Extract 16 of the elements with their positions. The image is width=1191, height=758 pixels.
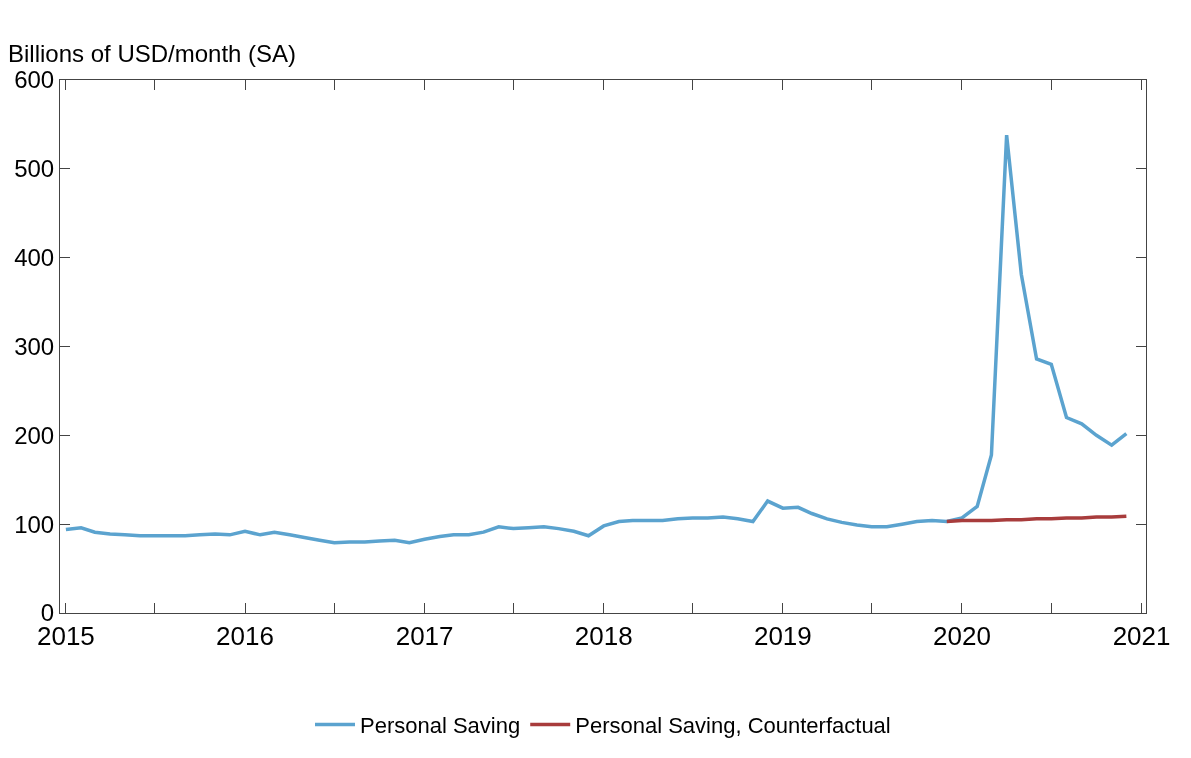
line-series xyxy=(64,133,1129,545)
legend-label: Personal Saving xyxy=(360,712,521,738)
y-tick-label: 300 xyxy=(14,332,55,360)
y-tick-label: 600 xyxy=(14,66,55,94)
y-tick-label: 100 xyxy=(14,510,55,538)
x-tick-label: 2020 xyxy=(933,621,991,652)
x-tick-label: 2016 xyxy=(216,621,274,652)
x-tick-label: 2017 xyxy=(395,621,454,652)
y-tick-label: 500 xyxy=(14,155,55,183)
x-tick-label: 2021 xyxy=(1112,621,1171,652)
y-tick-label: 200 xyxy=(14,421,55,449)
x-tick-label: 2019 xyxy=(753,621,812,652)
y-axis-title: Billions of USD/month (SA) xyxy=(8,40,297,67)
x-tick-label: 2018 xyxy=(574,621,633,652)
legend-label: Personal Saving, Counterfactual xyxy=(575,712,891,738)
y-tick-label: 400 xyxy=(14,244,55,272)
